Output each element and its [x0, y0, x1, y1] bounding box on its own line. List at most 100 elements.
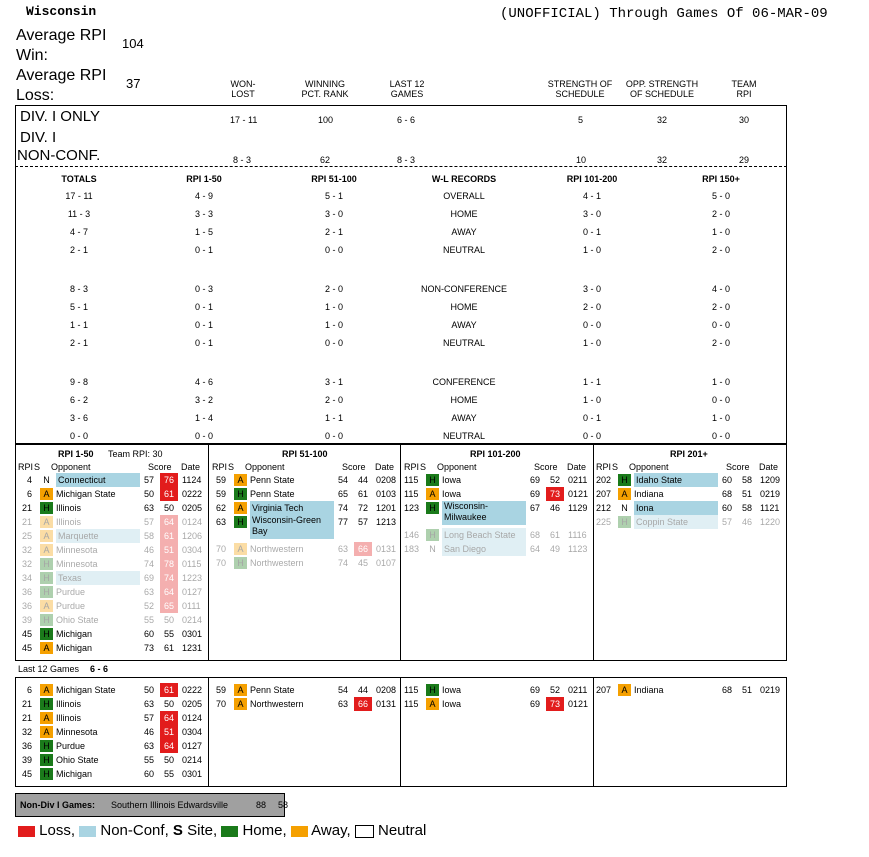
game-date: 0211: [568, 475, 588, 485]
records-cell: 0 - 0: [582, 320, 601, 330]
game-score-team: 54: [338, 475, 349, 485]
game-score-opp: 78: [160, 557, 178, 571]
game-score-team: 69: [530, 685, 541, 695]
header-opp-sos: OPP. STRENGTH OF SCHEDULE: [625, 79, 699, 99]
game-score-opp: 44: [357, 475, 368, 485]
game-opponent: Minnesota: [56, 545, 98, 555]
game-score-team: 69: [530, 489, 541, 499]
game-opponent: Illinois: [56, 699, 82, 709]
records-cell: NON-CONFERENCE: [420, 284, 507, 294]
game-site-away: A: [234, 474, 247, 486]
game-score-team: 68: [722, 489, 733, 499]
game-score-opp: 45: [357, 558, 368, 568]
game-score-opp: 51: [160, 543, 178, 557]
legend-site-s: S: [172, 822, 183, 839]
div1-only-rpi: 30: [739, 115, 750, 125]
records-cell: 1 - 0: [582, 245, 601, 255]
col-header-date: Date: [181, 462, 201, 472]
game-row: 183 N San Diego 64 49 1123: [404, 542, 592, 556]
div1-nonconf-wl: 8 - 3: [233, 155, 252, 165]
game-row: 6 A Michigan State 50 61 0222: [18, 487, 206, 501]
records-cell: HOME: [450, 395, 478, 405]
legend-loss: Loss,: [39, 822, 76, 839]
game-site-away: A: [426, 488, 439, 500]
games-col-headers: RPI S Opponent Score Date: [404, 460, 592, 474]
game-row: 4 N Connecticut 57 76 1124: [18, 473, 206, 487]
game-row: 115 H Iowa 69 52 0211: [404, 683, 592, 697]
game-rpi: 21: [21, 503, 32, 513]
game-site-home: H: [234, 488, 247, 500]
game-date: 0301: [182, 769, 203, 779]
game-score-team: 73: [144, 643, 155, 653]
game-score-opp: 72: [357, 503, 368, 513]
game-rpi: 183: [404, 544, 420, 554]
game-row: 45 A Michigan 73 61 1231: [18, 641, 206, 655]
records-cell: 1 - 1: [69, 320, 88, 330]
game-site-home: H: [40, 754, 53, 766]
game-date: 0205: [182, 503, 203, 513]
game-row: 207 A Indiana 68 51 0219: [596, 683, 784, 697]
games-col-headers: RPI S Opponent Score Date: [596, 460, 784, 474]
game-score-team: 46: [144, 727, 155, 737]
records-cell: 1 - 0: [582, 338, 601, 348]
game-score-opp: 61: [357, 489, 368, 499]
div1-nonconf-label-2: NON-CONF.: [17, 147, 101, 164]
records-cell: 2 - 0: [711, 302, 730, 312]
game-date: 0214: [182, 615, 203, 625]
last12-divider-3: [593, 677, 594, 786]
records-cell: 0 - 1: [194, 338, 213, 348]
records-header: RPI 51-100: [311, 174, 357, 184]
col-header-date: Date: [567, 462, 587, 472]
game-score-team: 69: [530, 475, 541, 485]
legend-neutral-swatch: [354, 824, 374, 838]
game-date: 1223: [182, 573, 203, 583]
col-header-rpi: RPI: [212, 462, 228, 472]
records-cell: CONFERENCE: [432, 377, 496, 387]
game-site-home: H: [426, 502, 439, 514]
game-rpi: 39: [21, 755, 32, 765]
game-score-opp: 50: [163, 615, 174, 625]
game-opponent: Wisconsin-Milwaukee: [442, 501, 526, 525]
game-opponent: Penn State: [250, 489, 295, 499]
records-cell: 1 - 0: [711, 227, 730, 237]
game-score-team: 63: [338, 544, 349, 554]
game-rpi: 21: [21, 713, 32, 723]
game-score-team: 63: [144, 587, 155, 597]
game-date: 0214: [182, 755, 203, 765]
game-score-opp: 51: [741, 685, 752, 695]
games-divider-3: [593, 443, 594, 660]
game-date: 0107: [376, 558, 397, 568]
game-date: 1220: [760, 517, 781, 527]
game-score-team: 63: [144, 741, 155, 751]
game-opponent: Wisconsin-Green Bay: [250, 515, 334, 539]
records-cell: NEUTRAL: [442, 245, 485, 255]
games-col-headers: RPI S Opponent Score Date: [18, 460, 206, 474]
nondiv-w: 88: [256, 800, 267, 810]
avg-rpi-win-value: 104: [122, 36, 144, 51]
div1-nonconf-opp-sos: 32: [657, 155, 668, 165]
game-date: 1121: [760, 503, 780, 513]
game-score-team: 57: [144, 517, 155, 527]
summary-divider: [15, 166, 787, 167]
legend-loss-swatch: [18, 825, 35, 837]
records-cell: 0 - 1: [582, 413, 601, 423]
game-score-opp: 44: [357, 685, 368, 695]
records-cell: 1 - 5: [194, 227, 213, 237]
records-cell: 2 - 0: [324, 395, 343, 405]
col-header-s: S: [612, 462, 619, 472]
game-score-opp: 76: [160, 473, 178, 487]
game-site-neutral: N: [618, 502, 631, 514]
game-site-home: H: [40, 740, 53, 752]
div1-only-last12: 6 - 6: [397, 115, 416, 125]
game-row: 59 A Penn State 54 44 0208: [212, 473, 400, 487]
game-score-team: 60: [722, 475, 733, 485]
legend: Loss, Non-Conf, S Site, Home, Away, Neut…: [18, 822, 426, 839]
header-sos: STRENGTH OF SCHEDULE: [547, 79, 613, 99]
game-site-away: A: [40, 684, 53, 696]
game-date: 0208: [376, 685, 397, 695]
game-row: 207 A Indiana 68 51 0219: [596, 487, 784, 501]
game-score-team: 54: [338, 685, 349, 695]
game-score-opp: 61: [163, 643, 174, 653]
game-rpi: 6: [26, 685, 32, 695]
game-rpi: 123: [404, 503, 420, 513]
